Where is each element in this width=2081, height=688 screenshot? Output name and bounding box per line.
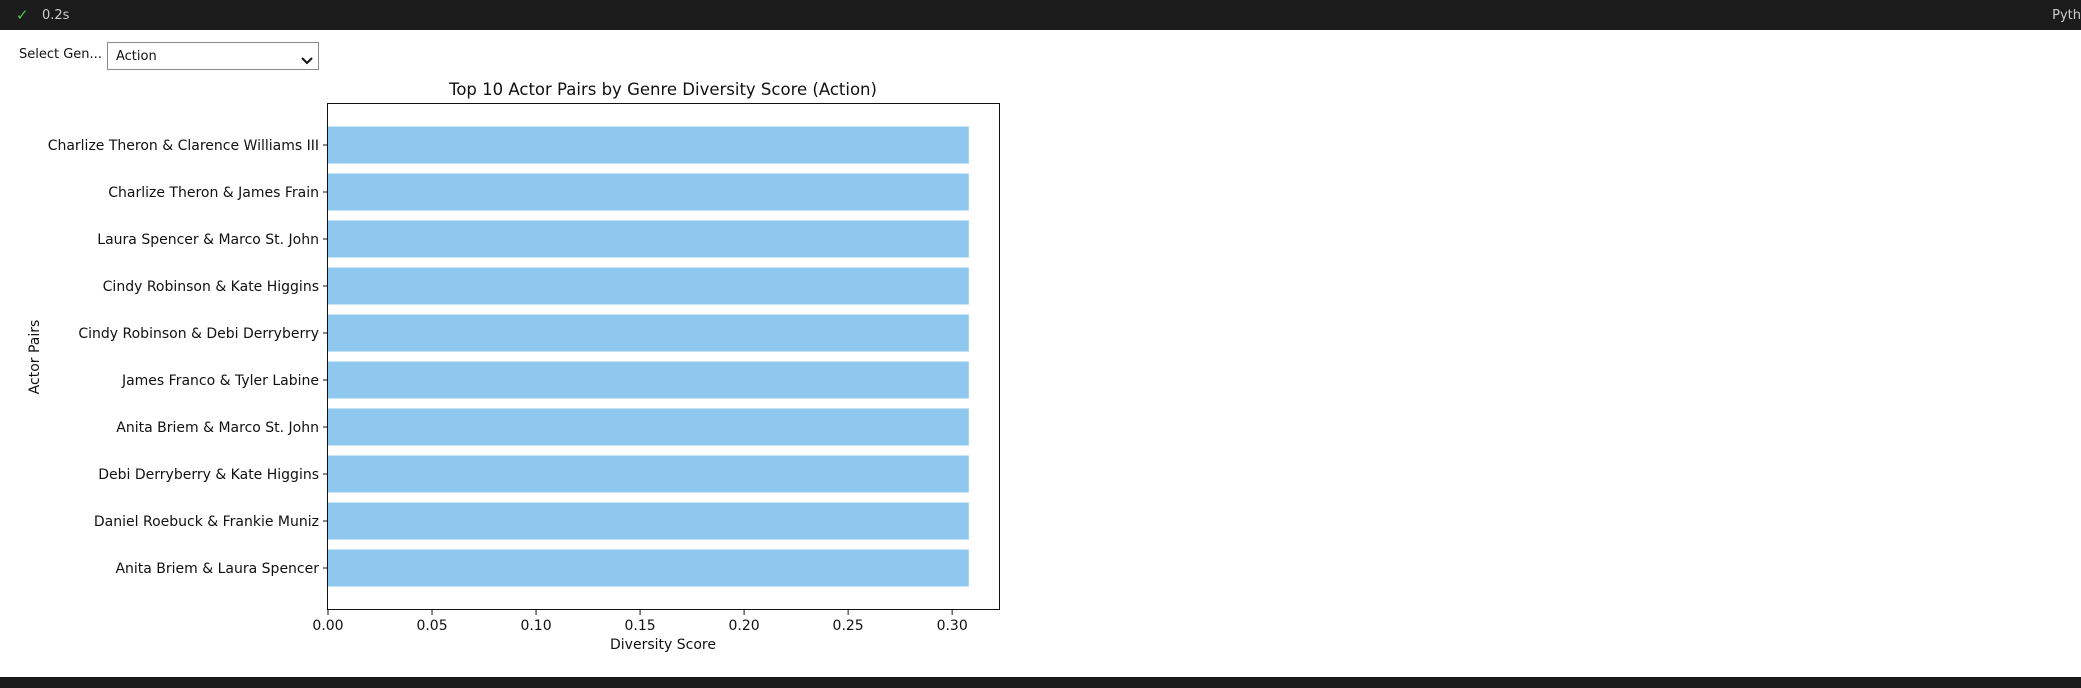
- y-tick-label: Debi Derryberry & Kate Higgins: [98, 467, 319, 483]
- bar: [328, 173, 969, 211]
- cell-status-bar: ✓ 0.2s Pyth: [0, 0, 2081, 30]
- x-tick-label: 0.10: [520, 618, 551, 634]
- bar-chart: Top 10 Actor Pairs by Genre Diversity Sc…: [27, 80, 1000, 653]
- x-tick-label: 0.00: [312, 618, 343, 634]
- kernel-label[interactable]: Pyth: [2052, 8, 2081, 23]
- genre-dropdown[interactable]: Action: [107, 42, 319, 70]
- checkmark-icon: ✓: [16, 6, 29, 24]
- chevron-down-icon: [300, 51, 314, 70]
- y-tick-label: Anita Briem & Marco St. John: [116, 420, 319, 436]
- y-tick-label: Anita Briem & Laura Spencer: [115, 561, 319, 577]
- bar: [328, 126, 969, 164]
- genre-select-label: Select Gen...: [19, 47, 102, 62]
- bar: [328, 220, 969, 258]
- y-tick-label: James Franco & Tyler Labine: [121, 373, 319, 389]
- execution-time: 0.2s: [42, 8, 70, 23]
- y-tick-label: Cindy Robinson & Debi Derryberry: [78, 326, 319, 342]
- bar: [328, 267, 969, 305]
- x-tick-label: 0.05: [416, 618, 447, 634]
- y-tick-label: Charlize Theron & Clarence Williams III: [48, 138, 319, 154]
- bar: [328, 455, 969, 493]
- bar: [328, 361, 969, 399]
- x-tick-label: 0.25: [833, 618, 864, 634]
- y-axis-label: Actor Pairs: [27, 320, 43, 395]
- bottom-status-bar: [0, 677, 2081, 688]
- bar: [328, 314, 969, 352]
- x-tick-label: 0.15: [624, 618, 655, 634]
- bar: [328, 408, 969, 446]
- y-tick-label: Cindy Robinson & Kate Higgins: [103, 279, 319, 295]
- y-tick-label: Laura Spencer & Marco St. John: [97, 232, 319, 248]
- bar: [328, 549, 969, 587]
- x-tick-label: 0.30: [937, 618, 968, 634]
- x-tick-label: 0.20: [729, 618, 760, 634]
- chart-title: Top 10 Actor Pairs by Genre Diversity Sc…: [448, 80, 877, 99]
- y-tick-label: Daniel Roebuck & Frankie Muniz: [94, 514, 319, 530]
- genre-dropdown-value: Action: [116, 49, 157, 64]
- bar: [328, 502, 969, 540]
- y-tick-label: Charlize Theron & James Frain: [108, 185, 319, 201]
- x-axis-label: Diversity Score: [610, 637, 716, 653]
- plot-frame: [327, 103, 1000, 610]
